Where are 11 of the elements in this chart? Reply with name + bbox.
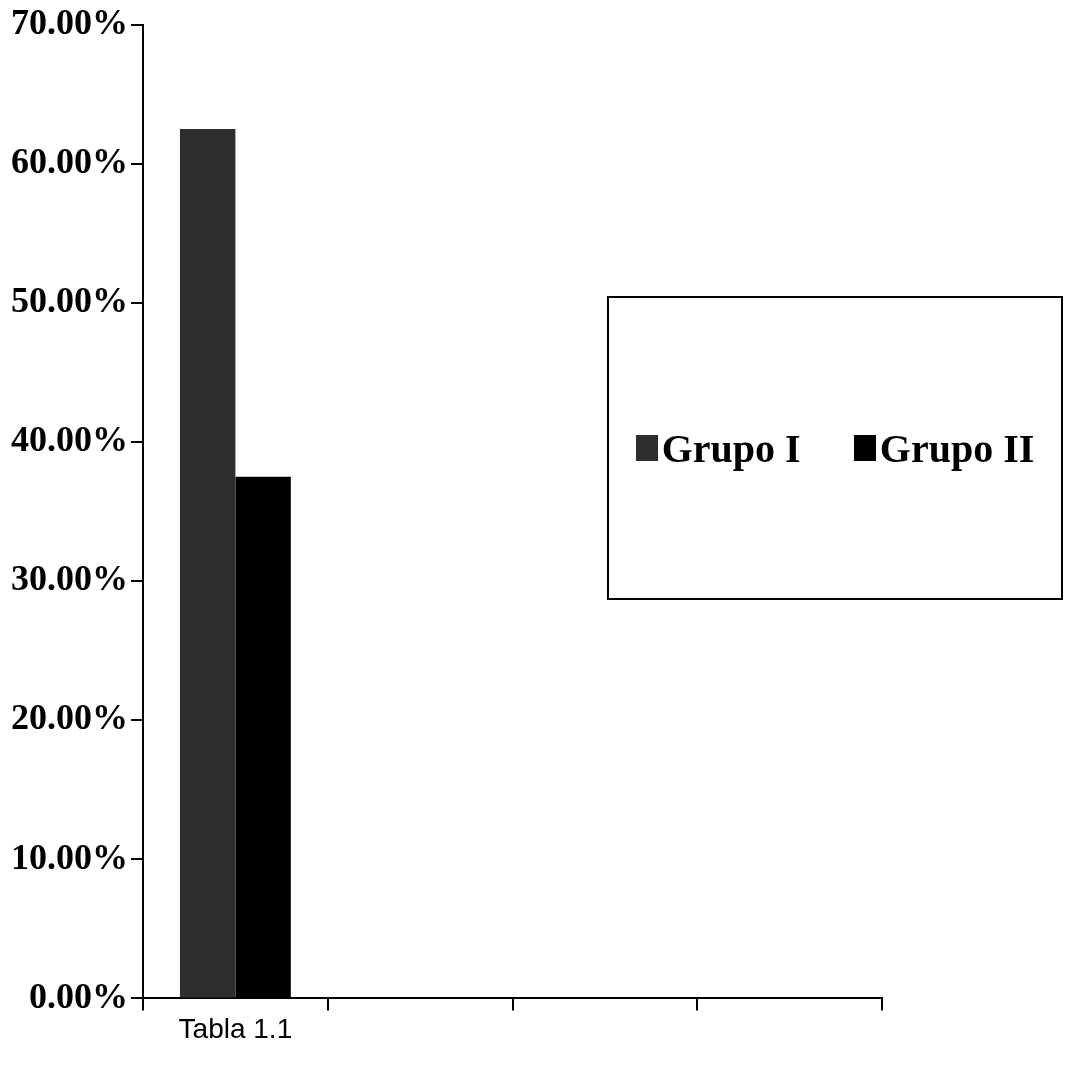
y-tick-label: 10.00% [11, 836, 128, 877]
y-tick-label: 70.00% [11, 1, 128, 42]
x-tick-label: Tabla 1.1 [178, 1012, 293, 1044]
y-tick-label: 40.00% [11, 419, 128, 460]
legend-label: Grupo I [661, 424, 801, 472]
y-tick-label: 50.00% [11, 280, 128, 321]
legend-label: Grupo II [879, 424, 1035, 472]
y-tick-label: 20.00% [11, 697, 128, 738]
y-tick-label: 0.00% [29, 975, 128, 1016]
y-tick-label: 60.00% [11, 141, 128, 182]
y-tick-label: 30.00% [11, 558, 128, 599]
